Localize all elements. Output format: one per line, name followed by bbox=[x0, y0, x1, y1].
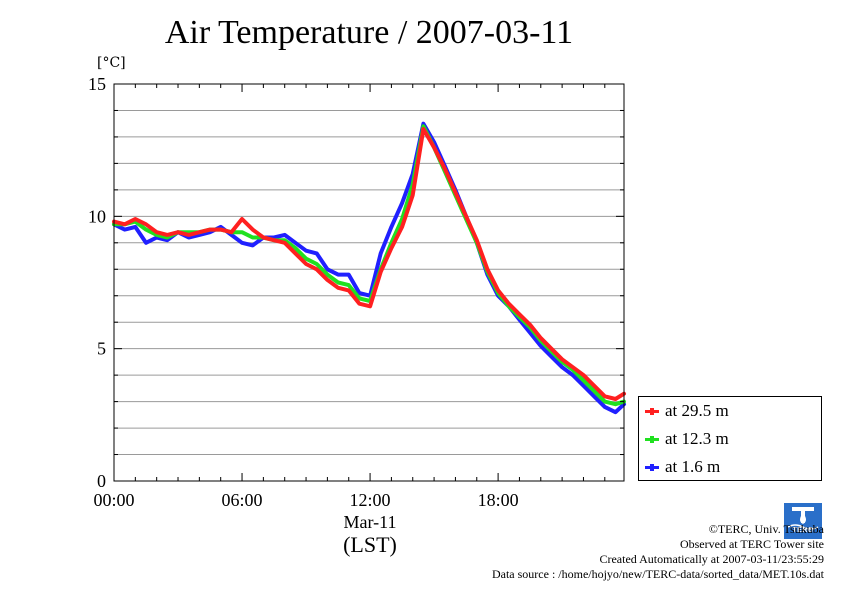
legend-label: at 1.6 m bbox=[665, 457, 721, 476]
y-axis-unit-label: [°C] bbox=[97, 55, 126, 71]
x-tick-label: 12:00 bbox=[350, 490, 391, 510]
y-tick-label: 15 bbox=[88, 74, 106, 94]
grid-layer bbox=[114, 109, 624, 456]
x-tick-label: 06:00 bbox=[222, 490, 263, 510]
x-axis-unit-label: (LST) bbox=[343, 532, 397, 557]
legend-label: at 12.3 m bbox=[665, 429, 729, 448]
legend-label: at 29.5 m bbox=[665, 401, 729, 420]
terc-logo-icon bbox=[784, 503, 822, 539]
plot-frame bbox=[113, 83, 625, 482]
footer-created: Created Automatically at 2007-03-11/23:5… bbox=[599, 552, 824, 566]
tick-layer: 0 5 10 15 00:00 06:00 12:00 18:00 bbox=[88, 74, 624, 510]
y-tick-label: 10 bbox=[88, 206, 106, 226]
footer: ©TERC, Univ. Tsukuba Observed at TERC To… bbox=[492, 522, 824, 582]
series-line-at-1-6-m bbox=[112, 121, 626, 415]
legend: at 29.5 m at 12.3 m at 1.6 m bbox=[638, 396, 822, 481]
footer-site: Observed at TERC Tower site bbox=[679, 537, 824, 551]
x-tick-label: 00:00 bbox=[93, 490, 134, 510]
y-tick-label: 0 bbox=[97, 471, 106, 491]
series-line-at-12-3-m bbox=[112, 124, 626, 407]
y-tick-label: 5 bbox=[97, 339, 106, 359]
legend-item-29-5m: at 29.5 m bbox=[645, 401, 729, 421]
legend-swatch bbox=[645, 463, 659, 471]
legend-item-12-3m: at 12.3 m bbox=[645, 429, 729, 449]
series-layer bbox=[112, 121, 626, 415]
legend-swatch bbox=[645, 435, 659, 443]
legend-item-1-6m: at 1.6 m bbox=[645, 457, 720, 477]
series-line-at-29-5-m bbox=[112, 127, 626, 401]
logo-text: TERC bbox=[792, 527, 814, 534]
chart-title: Air Temperature / 2007-03-11 bbox=[164, 14, 574, 51]
legend-swatch bbox=[645, 407, 659, 415]
footer-source: Data source : /home/hojyo/new/TERC-data/… bbox=[491, 567, 824, 581]
x-tick-label: 18:00 bbox=[478, 490, 519, 510]
footer-copyright: ©TERC, Univ. Tsukuba bbox=[708, 522, 824, 536]
x-axis-date-label: Mar-11 bbox=[343, 512, 397, 532]
